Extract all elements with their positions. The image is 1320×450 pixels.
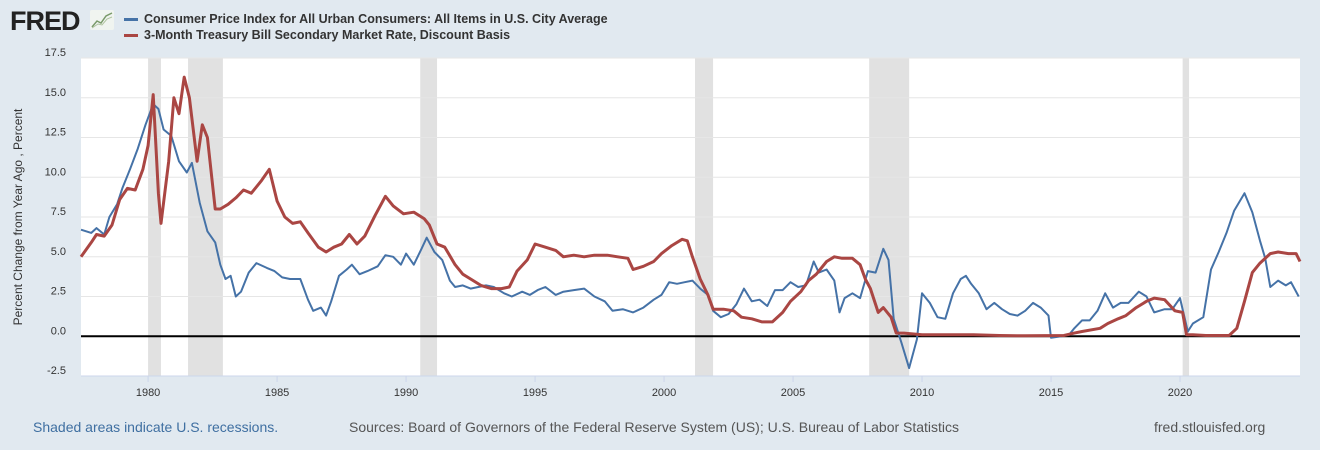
x-tick-label: 2000: [652, 387, 676, 399]
series-line-tbill: [79, 75, 1302, 338]
x-tick-label: 1985: [265, 387, 289, 399]
site-link[interactable]: fred.stlouisfed.org: [1154, 419, 1266, 435]
x-tick-label: 2010: [910, 387, 934, 399]
legend-swatch-cpi: [124, 17, 138, 21]
y-tick-label: 15.0: [45, 87, 66, 99]
x-tick-label: 1980: [136, 387, 160, 399]
legend-item-tbill[interactable]: 3-Month Treasury Bill Secondary Market R…: [124, 27, 608, 43]
fred-logo[interactable]: FRED: [10, 6, 80, 36]
line-chart-icon: [90, 10, 114, 30]
x-tick-label: 1995: [523, 387, 547, 399]
sources-text: Sources: Board of Governors of the Feder…: [349, 419, 960, 435]
y-tick-label: -2.5: [47, 365, 66, 377]
legend-swatch-tbill: [124, 33, 138, 37]
x-tick-label: 2015: [1039, 387, 1063, 399]
line-chart: 17.5 15.0 12.5 10.0 7.5 5.0 2.5 0.0 -2.5 1980 1985…: [11, 47, 1302, 399]
chart-legend: Consumer Price Index for All Urban Consu…: [124, 11, 608, 43]
legend-label-cpi: Consumer Price Index for All Urban Consu…: [144, 12, 608, 26]
y-tick-label: 17.5: [45, 47, 66, 59]
legend-item-cpi[interactable]: Consumer Price Index for All Urban Consu…: [124, 11, 608, 27]
y-tick-label: 2.5: [51, 286, 66, 298]
x-tick-label: 2005: [781, 387, 805, 399]
legend-label-tbill: 3-Month Treasury Bill Secondary Market R…: [144, 28, 511, 42]
y-tick-label: 5.0: [51, 246, 66, 258]
series-line-cpi: [80, 103, 1300, 370]
y-tick-label: 0.0: [51, 325, 66, 337]
y-tick-label: 7.5: [51, 206, 66, 218]
y-tick-label: 10.0: [45, 166, 66, 178]
x-tick-label: 2020: [1168, 387, 1192, 399]
y-axis-label: Percent Change from Year Ago , Percent: [11, 108, 25, 325]
x-tick-label: 1990: [394, 387, 418, 399]
recession-note-link[interactable]: Shaded areas indicate U.S. recessions.: [33, 419, 279, 435]
y-tick-label: 12.5: [45, 127, 66, 139]
